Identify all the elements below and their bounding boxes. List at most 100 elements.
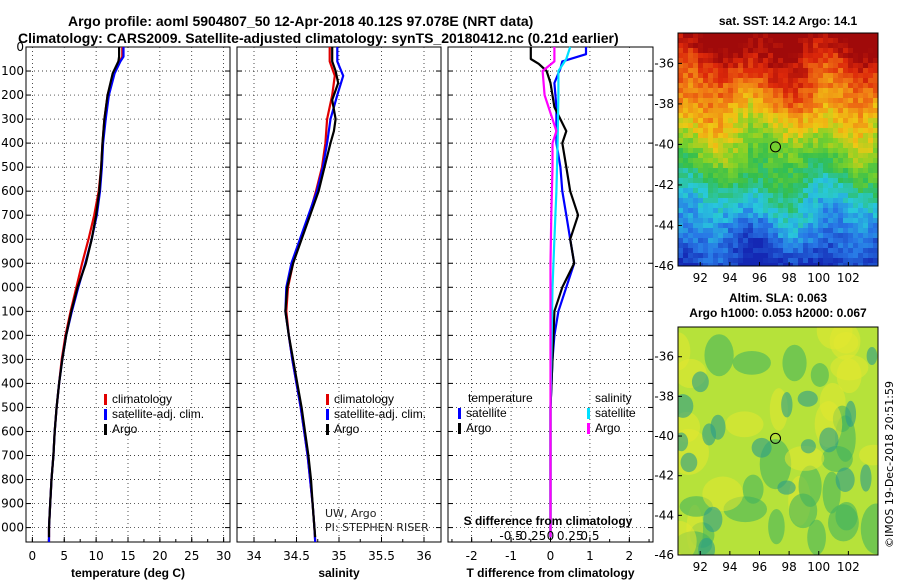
map-cell: [738, 48, 743, 53]
map-cell: [773, 238, 778, 243]
map-cell: [798, 233, 803, 238]
map-cell: [708, 103, 713, 108]
map-cell: [868, 93, 873, 98]
map-cell: [743, 33, 748, 38]
map-cell: [853, 63, 858, 68]
map-cell: [873, 103, 878, 108]
map-cell: [873, 173, 878, 178]
map-cell: [723, 53, 728, 58]
map-cell: [798, 173, 803, 178]
map-cell: [723, 263, 728, 266]
map-cell: [788, 198, 793, 203]
map-cell: [693, 258, 698, 263]
map-cell: [733, 198, 738, 203]
map-cell: [758, 193, 763, 198]
map-cell: [828, 213, 833, 218]
map-cell: [758, 238, 763, 243]
map-cell: [713, 248, 718, 253]
map-cell: [848, 78, 853, 83]
map-cell: [823, 133, 828, 138]
map-cell: [718, 103, 723, 108]
map-cell: [818, 173, 823, 178]
map-cell: [833, 113, 838, 118]
map-cell: [793, 58, 798, 63]
map-cell: [858, 168, 863, 173]
map-cell: [798, 108, 803, 113]
map-cell: [873, 248, 878, 253]
map-cell: [798, 93, 803, 98]
map-cell: [803, 173, 808, 178]
map-cell: [858, 173, 863, 178]
map-x-tick-label: 96: [752, 560, 767, 574]
map-blob-dark: [866, 346, 878, 365]
legend-swatch: [587, 423, 590, 434]
map-cell: [808, 113, 813, 118]
map-cell: [748, 143, 753, 148]
map-cell: [728, 223, 733, 228]
map-cell: [723, 223, 728, 228]
map-cell: [678, 138, 683, 143]
map-cell: [843, 178, 848, 183]
map-cell: [778, 198, 783, 203]
map-cell: [733, 168, 738, 173]
map-cell: [743, 108, 748, 113]
map-cell: [848, 203, 853, 208]
map-cell: [748, 213, 753, 218]
map-cell: [753, 38, 758, 43]
map-blob: [807, 519, 826, 555]
map-cell: [833, 103, 838, 108]
map-cell: [698, 218, 703, 223]
map-cell: [758, 198, 763, 203]
map-cell: [738, 203, 743, 208]
map-cell: [823, 38, 828, 43]
legend-title-salinity: salinity: [595, 391, 632, 405]
map-cell: [693, 163, 698, 168]
map-cell: [778, 158, 783, 163]
map-cell: [703, 48, 708, 53]
map-cell: [718, 93, 723, 98]
map-cell: [843, 43, 848, 48]
map-cell: [758, 203, 763, 208]
map-cell: [723, 128, 728, 133]
map-cell: [803, 258, 808, 263]
map-cell: [678, 68, 683, 73]
map-cell: [763, 78, 768, 83]
map-cell: [803, 158, 808, 163]
map-cell: [693, 113, 698, 118]
map-cell: [843, 38, 848, 43]
map-cell: [743, 63, 748, 68]
map-cell: [733, 178, 738, 183]
map-cell: [818, 88, 823, 93]
map-cell: [723, 33, 728, 38]
map-cell: [863, 38, 868, 43]
legend-swatch: [326, 394, 329, 405]
map-cell: [693, 73, 698, 78]
map-cell: [708, 243, 713, 248]
map-cell: [703, 223, 708, 228]
map-cell: [818, 143, 823, 148]
title-line-2: Climatology: CARS2009. Satellite-adjuste…: [18, 30, 619, 46]
map-cell: [718, 113, 723, 118]
map-cell: [683, 198, 688, 203]
map-cell: [863, 63, 868, 68]
map-cell: [738, 238, 743, 243]
map-cell: [703, 43, 708, 48]
map-cell: [808, 98, 813, 103]
map-cell: [863, 238, 868, 243]
map-cell: [863, 118, 868, 123]
map-cell: [788, 53, 793, 58]
map-cell: [768, 138, 773, 143]
map-cell: [678, 78, 683, 83]
map-cell: [723, 258, 728, 263]
map-cell: [798, 178, 803, 183]
map-cell: [843, 113, 848, 118]
map-cell: [823, 183, 828, 188]
map-cell: [783, 253, 788, 258]
map-cell: [773, 108, 778, 113]
map-cell: [783, 243, 788, 248]
map-cell: [758, 163, 763, 168]
map-cell: [678, 168, 683, 173]
map-blob-dark: [691, 371, 709, 393]
map-cell: [833, 238, 838, 243]
x-tick-label: -1: [505, 549, 517, 563]
